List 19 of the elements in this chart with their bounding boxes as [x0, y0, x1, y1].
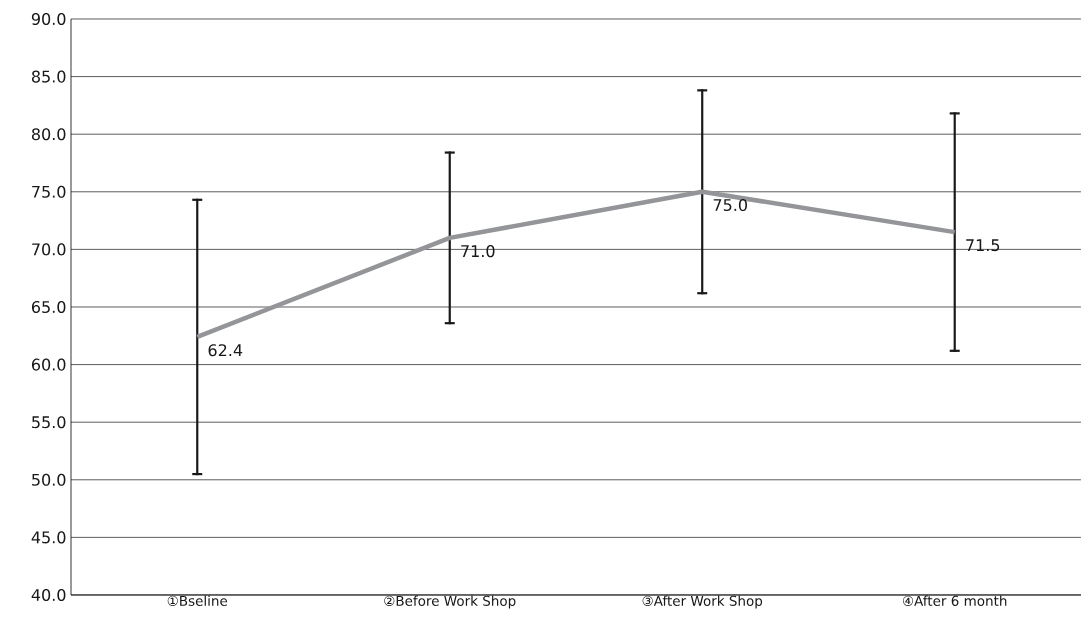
y-tick-label: 60.0	[31, 358, 66, 371]
data-label: 62.4	[208, 344, 243, 357]
y-tick-label: 45.0	[31, 531, 66, 544]
y-tick-label: 50.0	[32, 473, 66, 486]
y-tick-label: 85.0	[31, 70, 66, 83]
x-tick-label: ①Bseline	[167, 595, 228, 606]
y-tick-label: 90.0	[31, 12, 66, 26]
line-series	[195, 189, 957, 340]
y-tick-label: 75.0	[32, 185, 66, 198]
y-tick-label: 70.0	[32, 243, 66, 256]
y-tick-label: 55.0	[32, 416, 66, 429]
data-label: 71.5	[966, 239, 1000, 252]
y-tick-label: 40.0	[31, 588, 66, 602]
x-tick-label: ③After Work Shop	[642, 595, 763, 609]
y-tick-label: 65.0	[31, 300, 66, 314]
data-label: 75.0	[713, 198, 747, 212]
x-tick-label: ④After 6 month	[902, 595, 1007, 606]
y-tick-label: 80.0	[31, 128, 66, 141]
x-tick-label: ②Before Work Shop	[384, 595, 516, 609]
